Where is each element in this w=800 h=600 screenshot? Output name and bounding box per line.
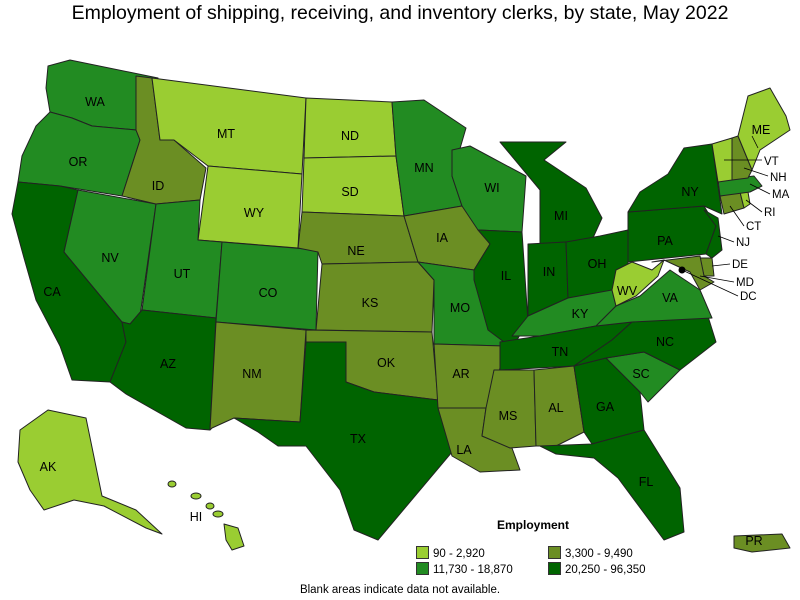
legend-item-3: 11,730 - 18,870 (416, 562, 513, 576)
label-wy: WY (244, 206, 265, 220)
label-wv: WV (617, 284, 638, 298)
legend-swatch-2 (548, 546, 561, 559)
label-ut: UT (174, 267, 191, 281)
state-hi-island[interactable] (205, 502, 215, 510)
legend-label-2: 3,300 - 9,490 (565, 548, 633, 560)
state-hi[interactable] (223, 523, 245, 551)
state-md[interactable] (651, 255, 715, 291)
label-mt: MT (217, 127, 235, 141)
label-ri: RI (764, 207, 776, 219)
state-hi-island[interactable] (212, 510, 224, 518)
legend-label-3: 11,730 - 18,870 (433, 564, 513, 576)
label-wa: WA (85, 95, 105, 109)
label-pr: PR (745, 534, 762, 548)
label-md: MD (736, 277, 754, 289)
label-ca: CA (43, 285, 61, 299)
label-id: ID (152, 179, 165, 193)
state-ny[interactable] (627, 143, 723, 215)
map-title: Employment of shipping, receiving, and i… (71, 2, 729, 24)
label-ak: AK (40, 460, 57, 474)
label-la: LA (456, 443, 472, 457)
label-dc: DC (740, 291, 757, 303)
label-oh: OH (588, 257, 607, 271)
state-nd[interactable] (303, 97, 397, 159)
label-ks: KS (362, 296, 379, 310)
state-fl[interactable] (539, 429, 685, 541)
label-nc: NC (656, 335, 674, 349)
label-ms: MS (499, 409, 518, 423)
label-co: CO (259, 286, 278, 300)
legend-item-1: 90 - 2,920 (416, 546, 485, 560)
state-vt[interactable] (711, 137, 733, 183)
state-me[interactable] (737, 87, 791, 171)
label-ok: OK (377, 356, 396, 370)
leader-lines (681, 135, 771, 297)
label-nm: NM (242, 367, 261, 381)
state-labels: WA OR CA NV ID MT WY UT AZ CO NM ND SD N… (40, 95, 790, 548)
label-fl: FL (639, 475, 654, 489)
label-tn: TN (552, 345, 569, 359)
label-in: IN (543, 265, 556, 279)
state-pr[interactable] (733, 533, 791, 553)
label-pa: PA (657, 234, 673, 248)
label-ar: AR (452, 367, 469, 381)
label-ga: GA (596, 400, 615, 414)
label-sd: SD (341, 185, 358, 199)
label-mi: MI (554, 209, 568, 223)
legend-item-2: 3,300 - 9,490 (548, 546, 633, 560)
legend-label-1: 90 - 2,920 (433, 548, 485, 560)
label-ne: NE (347, 244, 364, 258)
label-sc: SC (632, 367, 649, 381)
label-hi: HI (190, 510, 203, 524)
state-ks[interactable] (315, 261, 435, 333)
label-or: OR (69, 155, 88, 169)
state-hi-island[interactable] (190, 492, 202, 500)
label-ma: MA (772, 189, 790, 201)
label-mn: MN (414, 161, 433, 175)
label-va: VA (662, 291, 678, 305)
label-mo: MO (450, 301, 470, 315)
legend-title: Employment (497, 518, 570, 532)
label-ky: KY (572, 307, 589, 321)
label-ny: NY (681, 185, 699, 199)
label-nv: NV (101, 251, 119, 265)
footnote: Blank areas indicate data not available. (299, 584, 501, 596)
legend-label-4: 20,250 - 96,350 (565, 564, 646, 576)
state-mi[interactable] (499, 141, 603, 245)
label-tx: TX (350, 432, 367, 446)
label-nj: NJ (736, 237, 750, 249)
label-me: ME (752, 123, 771, 137)
label-vt: VT (764, 156, 779, 168)
label-nh: NH (770, 172, 787, 184)
label-ia: IA (436, 231, 448, 245)
label-ct: CT (746, 221, 761, 233)
state-hi-island[interactable] (167, 480, 177, 488)
label-al: AL (548, 401, 563, 415)
legend-swatch-3 (416, 562, 429, 575)
legend-swatch-1 (416, 546, 429, 559)
label-nd: ND (341, 129, 359, 143)
label-de: DE (732, 259, 748, 271)
label-wi: WI (484, 181, 499, 195)
state-ak[interactable] (17, 409, 163, 535)
label-az: AZ (160, 357, 176, 371)
state-tx[interactable] (233, 341, 453, 541)
legend-swatch-4 (548, 562, 561, 575)
state-il[interactable] (473, 229, 529, 349)
legend-item-4: 20,250 - 96,350 (548, 562, 646, 576)
label-il: IL (501, 269, 511, 283)
